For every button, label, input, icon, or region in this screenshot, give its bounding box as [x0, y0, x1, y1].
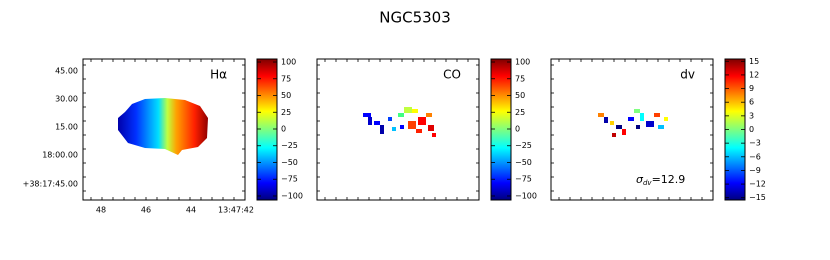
velocity-map — [363, 107, 436, 137]
colorbar-tick-label: −50 — [281, 158, 298, 167]
colorbar-tick-label: 25 — [281, 108, 291, 117]
x-tick-label: 48 — [96, 206, 106, 215]
annotation: σdv=12.9 — [636, 173, 685, 187]
colorbar-tick-label: 0 — [281, 124, 286, 133]
y-tick-label: +38:17:45.00 — [23, 180, 78, 189]
residual-map — [598, 109, 668, 137]
colorbar-tick-label: −100 — [515, 191, 537, 200]
colorbar-tick-label: −9 — [749, 166, 761, 175]
annotation-subscript: dv — [643, 179, 652, 187]
velocity-map — [118, 98, 208, 155]
x-tick-label: 13:47:42 — [218, 206, 254, 215]
y-tick-label: 15.00 — [55, 123, 78, 132]
colorbar-tick-label: −15 — [749, 193, 766, 202]
panel-label: CO — [443, 68, 461, 82]
panel-label: Hα — [210, 68, 227, 82]
colorbar-tick-label: −12 — [749, 180, 766, 189]
y-tick-label: 45.00 — [55, 67, 78, 76]
colorbar-tick-label: −6 — [749, 152, 761, 161]
colorbar-tick-label: 12 — [749, 70, 759, 79]
x-tick-label: 44 — [186, 206, 196, 215]
colorbar-tick-label: −100 — [281, 191, 303, 200]
colorbar-tick-label: 75 — [281, 74, 291, 83]
colorbar-tick-label: 6 — [749, 98, 754, 107]
colorbar-tick-label: 50 — [515, 91, 525, 100]
colorbar-tick-label: −50 — [515, 158, 532, 167]
colorbar-tick-label: −3 — [749, 139, 761, 148]
figure-title: NGC5303 — [379, 9, 451, 27]
colorbar-tick-label: 3 — [749, 111, 754, 120]
colorbar-tick-label: 0 — [515, 124, 520, 133]
colorbar — [256, 58, 278, 201]
colorbar-tick-label: 50 — [281, 91, 291, 100]
colorbar-tick-label: 0 — [749, 125, 754, 134]
colorbar-tick-label: 100 — [515, 58, 530, 67]
x-tick-label: 46 — [141, 206, 151, 215]
colorbar-tick-label: −25 — [515, 141, 532, 150]
panel-label: dv — [680, 68, 695, 82]
colorbar-tick-label: 100 — [281, 58, 296, 67]
annotation-symbol: σ — [636, 173, 644, 186]
panel-frame — [316, 58, 480, 201]
annotation-text: =12.9 — [652, 173, 686, 186]
colorbar-tick-label: −25 — [281, 141, 298, 150]
colorbar-tick-label: 25 — [515, 108, 525, 117]
y-tick-label: 18:00.00 — [42, 151, 78, 160]
colorbar-tick-label: 15 — [749, 57, 759, 66]
colorbar-tick-label: 75 — [515, 74, 525, 83]
y-tick-label: 30.00 — [55, 95, 78, 104]
colorbar-tick-label: −75 — [515, 175, 532, 184]
colorbar-tick-label: −75 — [281, 175, 298, 184]
colorbar — [490, 58, 512, 201]
panel-frame — [550, 58, 714, 201]
colorbar-tick-label: 9 — [749, 84, 754, 93]
